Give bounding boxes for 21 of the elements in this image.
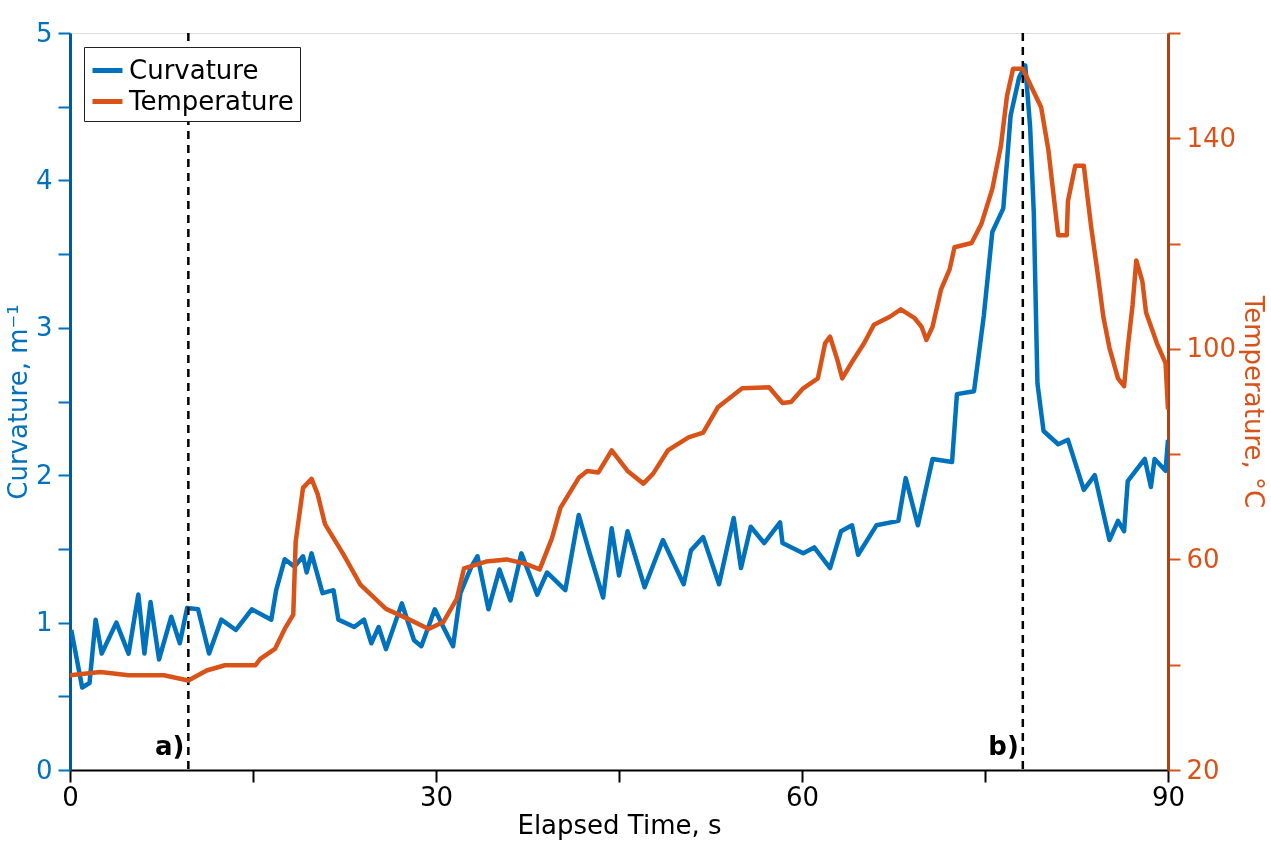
legend-label: Curvature <box>129 54 259 85</box>
ref-line-label: b) <box>988 731 1019 761</box>
x-tick-label: 0 <box>62 781 79 812</box>
y-tick-label: 4 <box>35 164 53 195</box>
legend-label: Temperature <box>128 85 294 116</box>
y-tick-label: 5 <box>35 17 53 48</box>
y-tick-label: 2 <box>35 459 53 490</box>
x-tick-label: 30 <box>419 781 454 812</box>
y2-tick-label: 60 <box>1186 543 1220 574</box>
y-axis-title: Curvature, m⁻¹ <box>2 304 33 500</box>
y2-tick-label: 20 <box>1186 754 1220 785</box>
x-tick-label: 90 <box>1151 781 1186 812</box>
x-axis-title: Elapsed Time, s <box>517 809 722 840</box>
y-tick-label: 1 <box>35 607 53 638</box>
y2-axis-title: Temperature, °C <box>1239 294 1270 509</box>
ref-line-label: a) <box>154 731 185 761</box>
y-tick-label: 0 <box>35 754 53 785</box>
y-tick-label: 3 <box>35 312 53 343</box>
y2-tick-label: 140 <box>1186 122 1237 153</box>
y2-tick-label: 100 <box>1186 333 1237 364</box>
x-tick-label: 60 <box>785 781 820 812</box>
